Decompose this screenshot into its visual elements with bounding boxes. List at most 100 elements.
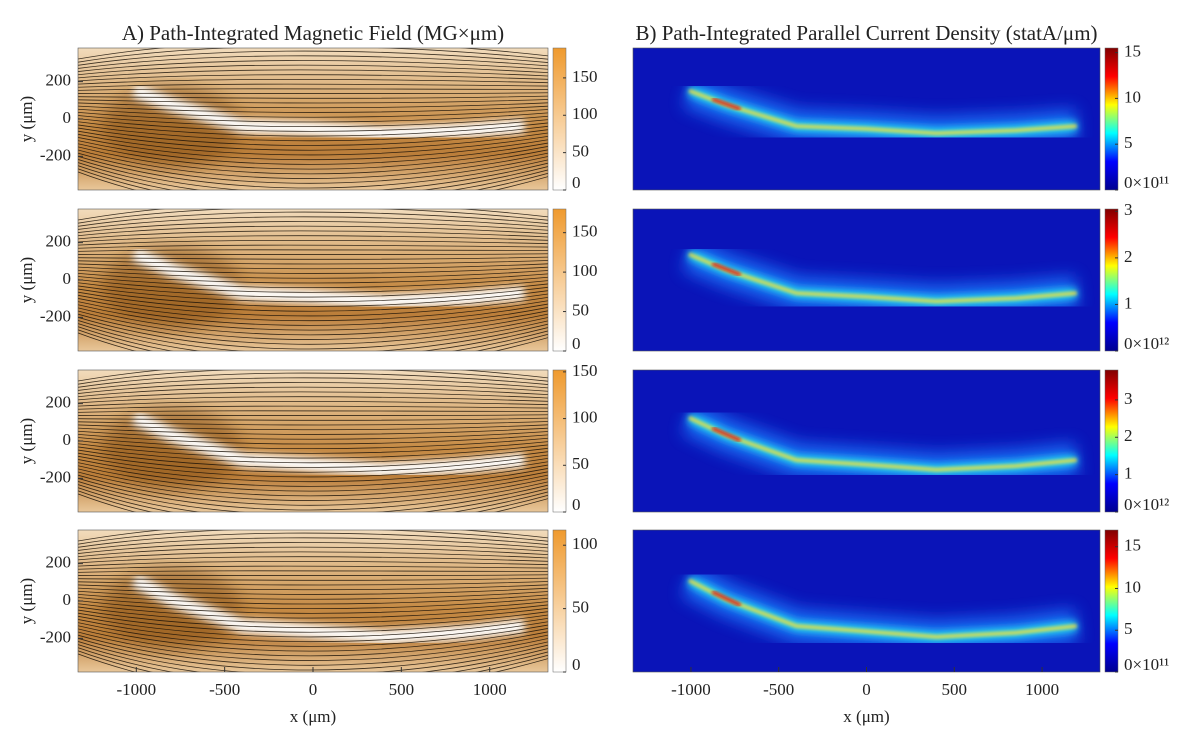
contour-line (78, 405, 548, 410)
colorbar (552, 47, 567, 191)
contour-line (78, 127, 548, 146)
contour-line (78, 421, 548, 426)
contour-line (78, 158, 548, 190)
contour-line (78, 581, 548, 586)
contour-line (78, 102, 548, 109)
contour-line (78, 329, 548, 351)
contour-line (78, 171, 548, 190)
contour-line (78, 465, 548, 492)
contour-line (78, 272, 548, 284)
colorbar-tick-label: 0×10¹¹ (1124, 655, 1169, 674)
heatmap (78, 370, 548, 512)
contour-line (78, 417, 548, 421)
contour-line (78, 256, 548, 260)
contour-line (78, 285, 548, 303)
contour-line (78, 165, 548, 190)
contour-line (78, 619, 548, 643)
contour-line (78, 640, 548, 672)
contour-line (78, 584, 548, 591)
panel-title: B) Path-Integrated Parallel Current Dens… (635, 21, 1097, 45)
x-tick-label: 0 (862, 680, 871, 699)
contour-line (78, 542, 548, 555)
y-axis-label: y (μm) (17, 257, 36, 303)
contour-line (78, 446, 548, 464)
contour-line (78, 622, 548, 647)
colorbar-tick-label: 10 (1124, 87, 1141, 106)
contour-line (78, 230, 548, 240)
y-tick-label: -200 (40, 145, 71, 164)
colorbar-tick-label: 1 (1124, 293, 1133, 312)
colorbar-tick-label: 0×10¹² (1124, 334, 1169, 353)
colorbar (1104, 369, 1119, 513)
x-tick-label: -500 (763, 680, 794, 699)
contour-line (78, 209, 548, 221)
contour-line (78, 111, 548, 123)
contour-line (78, 437, 548, 450)
contour-line (78, 650, 548, 672)
contour-line (78, 269, 548, 279)
dark-lobe (102, 408, 242, 489)
contour-line (78, 386, 548, 398)
contour-line (78, 50, 548, 66)
colorbar (1104, 208, 1119, 352)
colorbar-tick-label: 150 (572, 222, 598, 241)
contour-line (78, 332, 548, 351)
contour-line (78, 282, 548, 298)
contour-line (78, 323, 548, 351)
contour-line (78, 310, 548, 340)
contour-line (78, 253, 548, 256)
colorbar-tick-label: 15 (1124, 536, 1141, 555)
colorbar-tick-label: 100 (572, 534, 598, 553)
contour-line (78, 235, 548, 243)
colorbar (552, 529, 567, 673)
contour-line (78, 546, 548, 558)
contour-line (78, 240, 548, 246)
colorbar-tick-label: 150 (572, 67, 598, 86)
contour-line (78, 631, 548, 661)
contour-line (78, 452, 548, 473)
contour-line (78, 130, 548, 151)
colorbar-tick-label: 3 (1124, 389, 1133, 408)
contour-line (78, 155, 548, 189)
panel-title: A) Path-Integrated Magnetic Field (MG×μm… (122, 21, 504, 45)
contour-line (78, 133, 548, 156)
contour-line (78, 530, 548, 545)
contour-line (78, 391, 548, 401)
colorbar-tick-label: 50 (572, 142, 589, 161)
contour-line (78, 382, 548, 395)
contour-line (78, 480, 548, 512)
heatmap (633, 530, 1100, 672)
contour-line (78, 137, 548, 161)
y-tick-label: 0 (63, 590, 72, 609)
contour-line (78, 612, 548, 633)
contour-line (78, 565, 548, 570)
contour-line (78, 118, 548, 132)
current-peak (711, 590, 742, 607)
colorbar-tick-label: 0 (572, 655, 581, 674)
colorbar-tick-label: 100 (572, 261, 598, 280)
contour-line (78, 83, 548, 88)
current-peak (711, 426, 742, 442)
contour-line (78, 319, 548, 351)
contour-line (78, 209, 548, 224)
contour-line (78, 307, 548, 336)
colorbar (1104, 47, 1119, 191)
contour-line (78, 468, 548, 497)
plot-frame (632, 369, 1101, 513)
y-tick-label: 200 (46, 232, 72, 251)
contour-line (78, 603, 548, 619)
heatmap (633, 48, 1100, 190)
contour-line (78, 225, 548, 237)
contour-line (78, 88, 548, 91)
contour-line (78, 124, 548, 142)
contour-line (78, 606, 548, 624)
x-tick-label: -1000 (116, 680, 156, 699)
contour-line (78, 95, 548, 99)
contour-line (78, 304, 548, 331)
contour-line (78, 221, 548, 234)
contour-line (78, 424, 548, 431)
contour-line (78, 263, 548, 270)
contour-line (78, 600, 548, 614)
contour-line (78, 60, 548, 73)
